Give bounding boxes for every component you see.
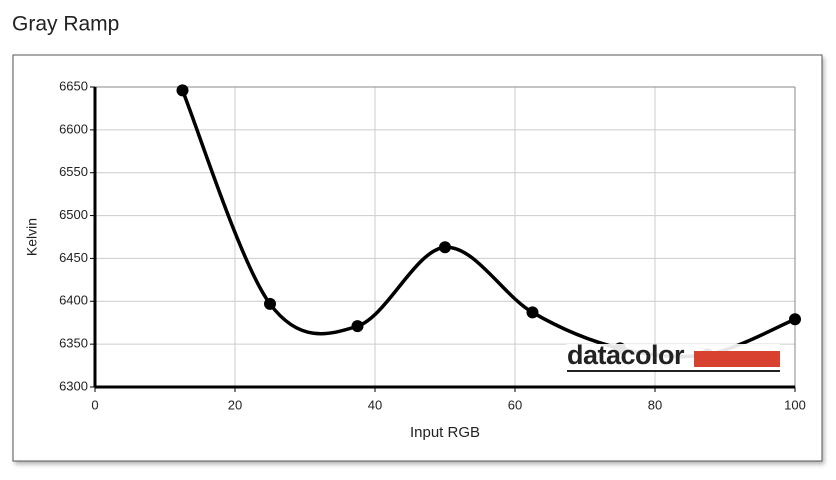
point: [176, 84, 189, 97]
point: [789, 313, 801, 326]
point: [264, 297, 276, 310]
x-tick-label: 0: [91, 397, 98, 412]
y-tick-label: 6650: [59, 78, 88, 93]
watermark-bar: [694, 351, 780, 367]
y-tick-label: 6400: [59, 293, 88, 308]
y-axis-label: Kelvin: [24, 218, 40, 256]
y-tick-label: 6600: [59, 121, 88, 136]
watermark-text: datacolor: [567, 340, 685, 370]
point: [526, 306, 539, 319]
point: [439, 241, 451, 254]
y-tick-label: 6550: [59, 164, 88, 179]
x-tick-label: 40: [368, 397, 382, 412]
y-tick-label: 6500: [59, 207, 88, 222]
x-tick-label: 100: [784, 397, 806, 412]
y-tick-label: 6450: [59, 250, 88, 265]
x-tick-label: 20: [228, 397, 242, 412]
watermark: datacolor: [566, 340, 780, 372]
x-axis-label: Input RGB: [410, 424, 480, 441]
x-tick-label: 80: [648, 397, 662, 412]
x-tick-label: 60: [508, 397, 522, 412]
y-tick-label: 6350: [59, 336, 88, 351]
y-tick-label: 6300: [59, 378, 88, 393]
point: [351, 320, 364, 333]
page-title: Gray Ramp: [12, 13, 119, 36]
